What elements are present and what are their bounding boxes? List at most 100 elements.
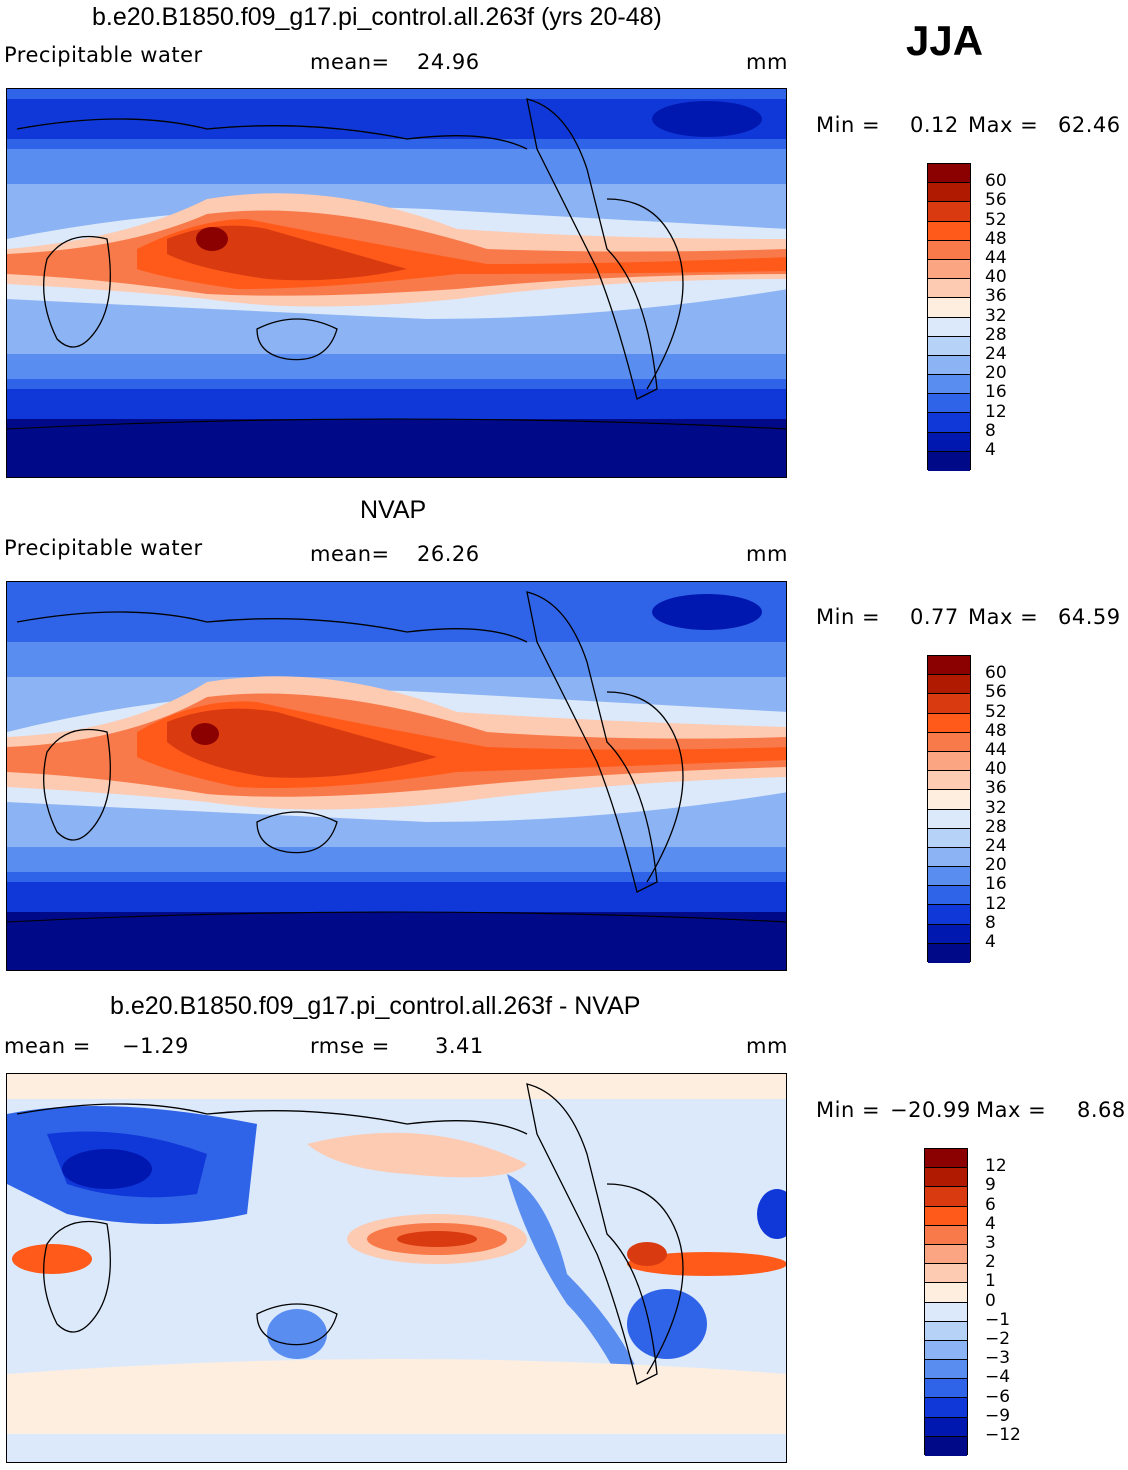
colorbar-segment [928,656,970,676]
colorbar-tick-label: 12 [985,1156,1007,1177]
panel1-title: b.e20.B1850.f09_g17.pi_control.all.263f … [92,3,662,31]
panel3-units: mm [746,1034,788,1058]
colorbar-tick-label: 0 [985,1290,996,1311]
panel3-max-label: Max = [976,1098,1047,1122]
panel1-mean-label: mean= [310,50,390,74]
panel3-colorbar [924,1148,968,1456]
colorbar-segment [928,451,970,471]
colorbar-tick-label: 24 [985,836,1007,856]
colorbar-tick-label: 52 [985,701,1007,722]
panel2-title: NVAP [360,496,427,524]
colorbar-tick-label: 32 [985,797,1007,818]
colorbar-tick-label: 3 [985,1233,996,1253]
panel3-min-label: Min = [816,1098,881,1122]
colorbar-segment [925,1379,967,1399]
colorbar-tick-label: 4 [985,440,996,460]
colorbar-tick-label: −9 [985,1405,1011,1426]
colorbar-tick-label: 60 [985,663,1007,684]
colorbar-tick-label: −1 [985,1309,1011,1330]
panel2-variable-label: Precipitable water [4,536,203,560]
colorbar-segment [925,1360,967,1380]
colorbar-tick-label: 40 [985,267,1007,288]
colorbar-segment [928,751,970,772]
panel1-colorbar [927,163,971,471]
colorbar-segment [928,675,970,695]
colorbar-tick-label: 32 [985,305,1007,326]
colorbar-segment [925,1302,967,1322]
colorbar-segment [925,1340,967,1361]
panel3-mean-label: mean = [4,1034,91,1058]
colorbar-tick-label: 44 [985,740,1007,760]
panel1-min-label: Min = [816,113,881,137]
colorbar-tick-label: 36 [985,778,1007,799]
panel3-title: b.e20.B1850.f09_g17.pi_control.all.263f … [110,992,641,1020]
colorbar-tick-label: 24 [985,344,1007,364]
colorbar-tick-label: 20 [985,855,1007,876]
colorbar-segment [925,1283,967,1303]
panel1-units: mm [746,50,788,74]
colorbar-segment [928,847,970,868]
colorbar-segment [928,317,970,337]
panel1-max-label: Max = [968,113,1039,137]
colorbar-segment [928,771,970,791]
colorbar-tick-label: −4 [985,1367,1011,1388]
colorbar-segment [928,432,970,452]
colorbar-segment [928,355,970,376]
panel1-mean-value: 24.96 [417,50,480,74]
colorbar-segment [928,790,970,810]
colorbar-tick-label: 6 [985,1194,996,1215]
colorbar-segment [928,713,970,733]
colorbar-tick-label: 16 [985,874,1007,895]
panel3-rmse-label: rmse = [310,1034,390,1058]
colorbar-segment [925,1321,967,1341]
panel2-mean-label: mean= [310,542,390,566]
colorbar-segment [928,943,970,963]
colorbar-segment [928,298,970,318]
colorbar-segment [928,259,970,280]
colorbar-tick-label: 12 [985,401,1007,422]
panel2-max-value: 64.59 [1058,605,1121,629]
colorbar-segment [928,924,970,944]
colorbar-tick-label: 1 [985,1271,996,1292]
colorbar-segment [925,1225,967,1245]
panel2-units: mm [746,542,788,566]
colorbar-segment [925,1417,967,1437]
panel3-min-value: −20.99 [890,1098,971,1122]
colorbar-tick-label: 56 [985,682,1007,703]
panel3-mean-value: −1.29 [122,1034,189,1058]
colorbar-segment [928,394,970,414]
colorbar-tick-label: −3 [985,1348,1011,1369]
panel2-map [6,581,787,971]
colorbar-tick-label: 8 [985,912,996,933]
colorbar-segment [928,905,970,925]
panel2-colorbar [927,655,971,963]
season-label: JJA [906,17,984,64]
colorbar-tick-label: 48 [985,228,1007,249]
colorbar-tick-label: 36 [985,286,1007,307]
colorbar-tick-label: 60 [985,171,1007,192]
colorbar-segment [925,1149,967,1169]
colorbar-segment [928,732,970,752]
colorbar-segment [925,1398,967,1418]
colorbar-segment [925,1436,967,1456]
colorbar-tick-label: 20 [985,363,1007,384]
colorbar-segment [925,1187,967,1207]
panel3-max-value: 8.68 [1077,1098,1126,1122]
colorbar-tick-label: 12 [985,893,1007,914]
colorbar-tick-label: 4 [985,932,996,952]
colorbar-segment [925,1168,967,1188]
colorbar-segment [928,828,970,848]
colorbar-segment [928,221,970,241]
colorbar-tick-label: −12 [985,1425,1021,1445]
colorbar-tick-label: 56 [985,190,1007,211]
colorbar-tick-label: 8 [985,420,996,441]
colorbar-tick-label: 48 [985,720,1007,741]
colorbar-segment [928,240,970,260]
colorbar-tick-label: 52 [985,209,1007,230]
colorbar-tick-label: −2 [985,1329,1011,1349]
panel3-map [6,1073,787,1463]
colorbar-segment [928,809,970,829]
colorbar-segment [928,336,970,356]
colorbar-segment [928,164,970,184]
colorbar-tick-label: 28 [985,324,1007,345]
